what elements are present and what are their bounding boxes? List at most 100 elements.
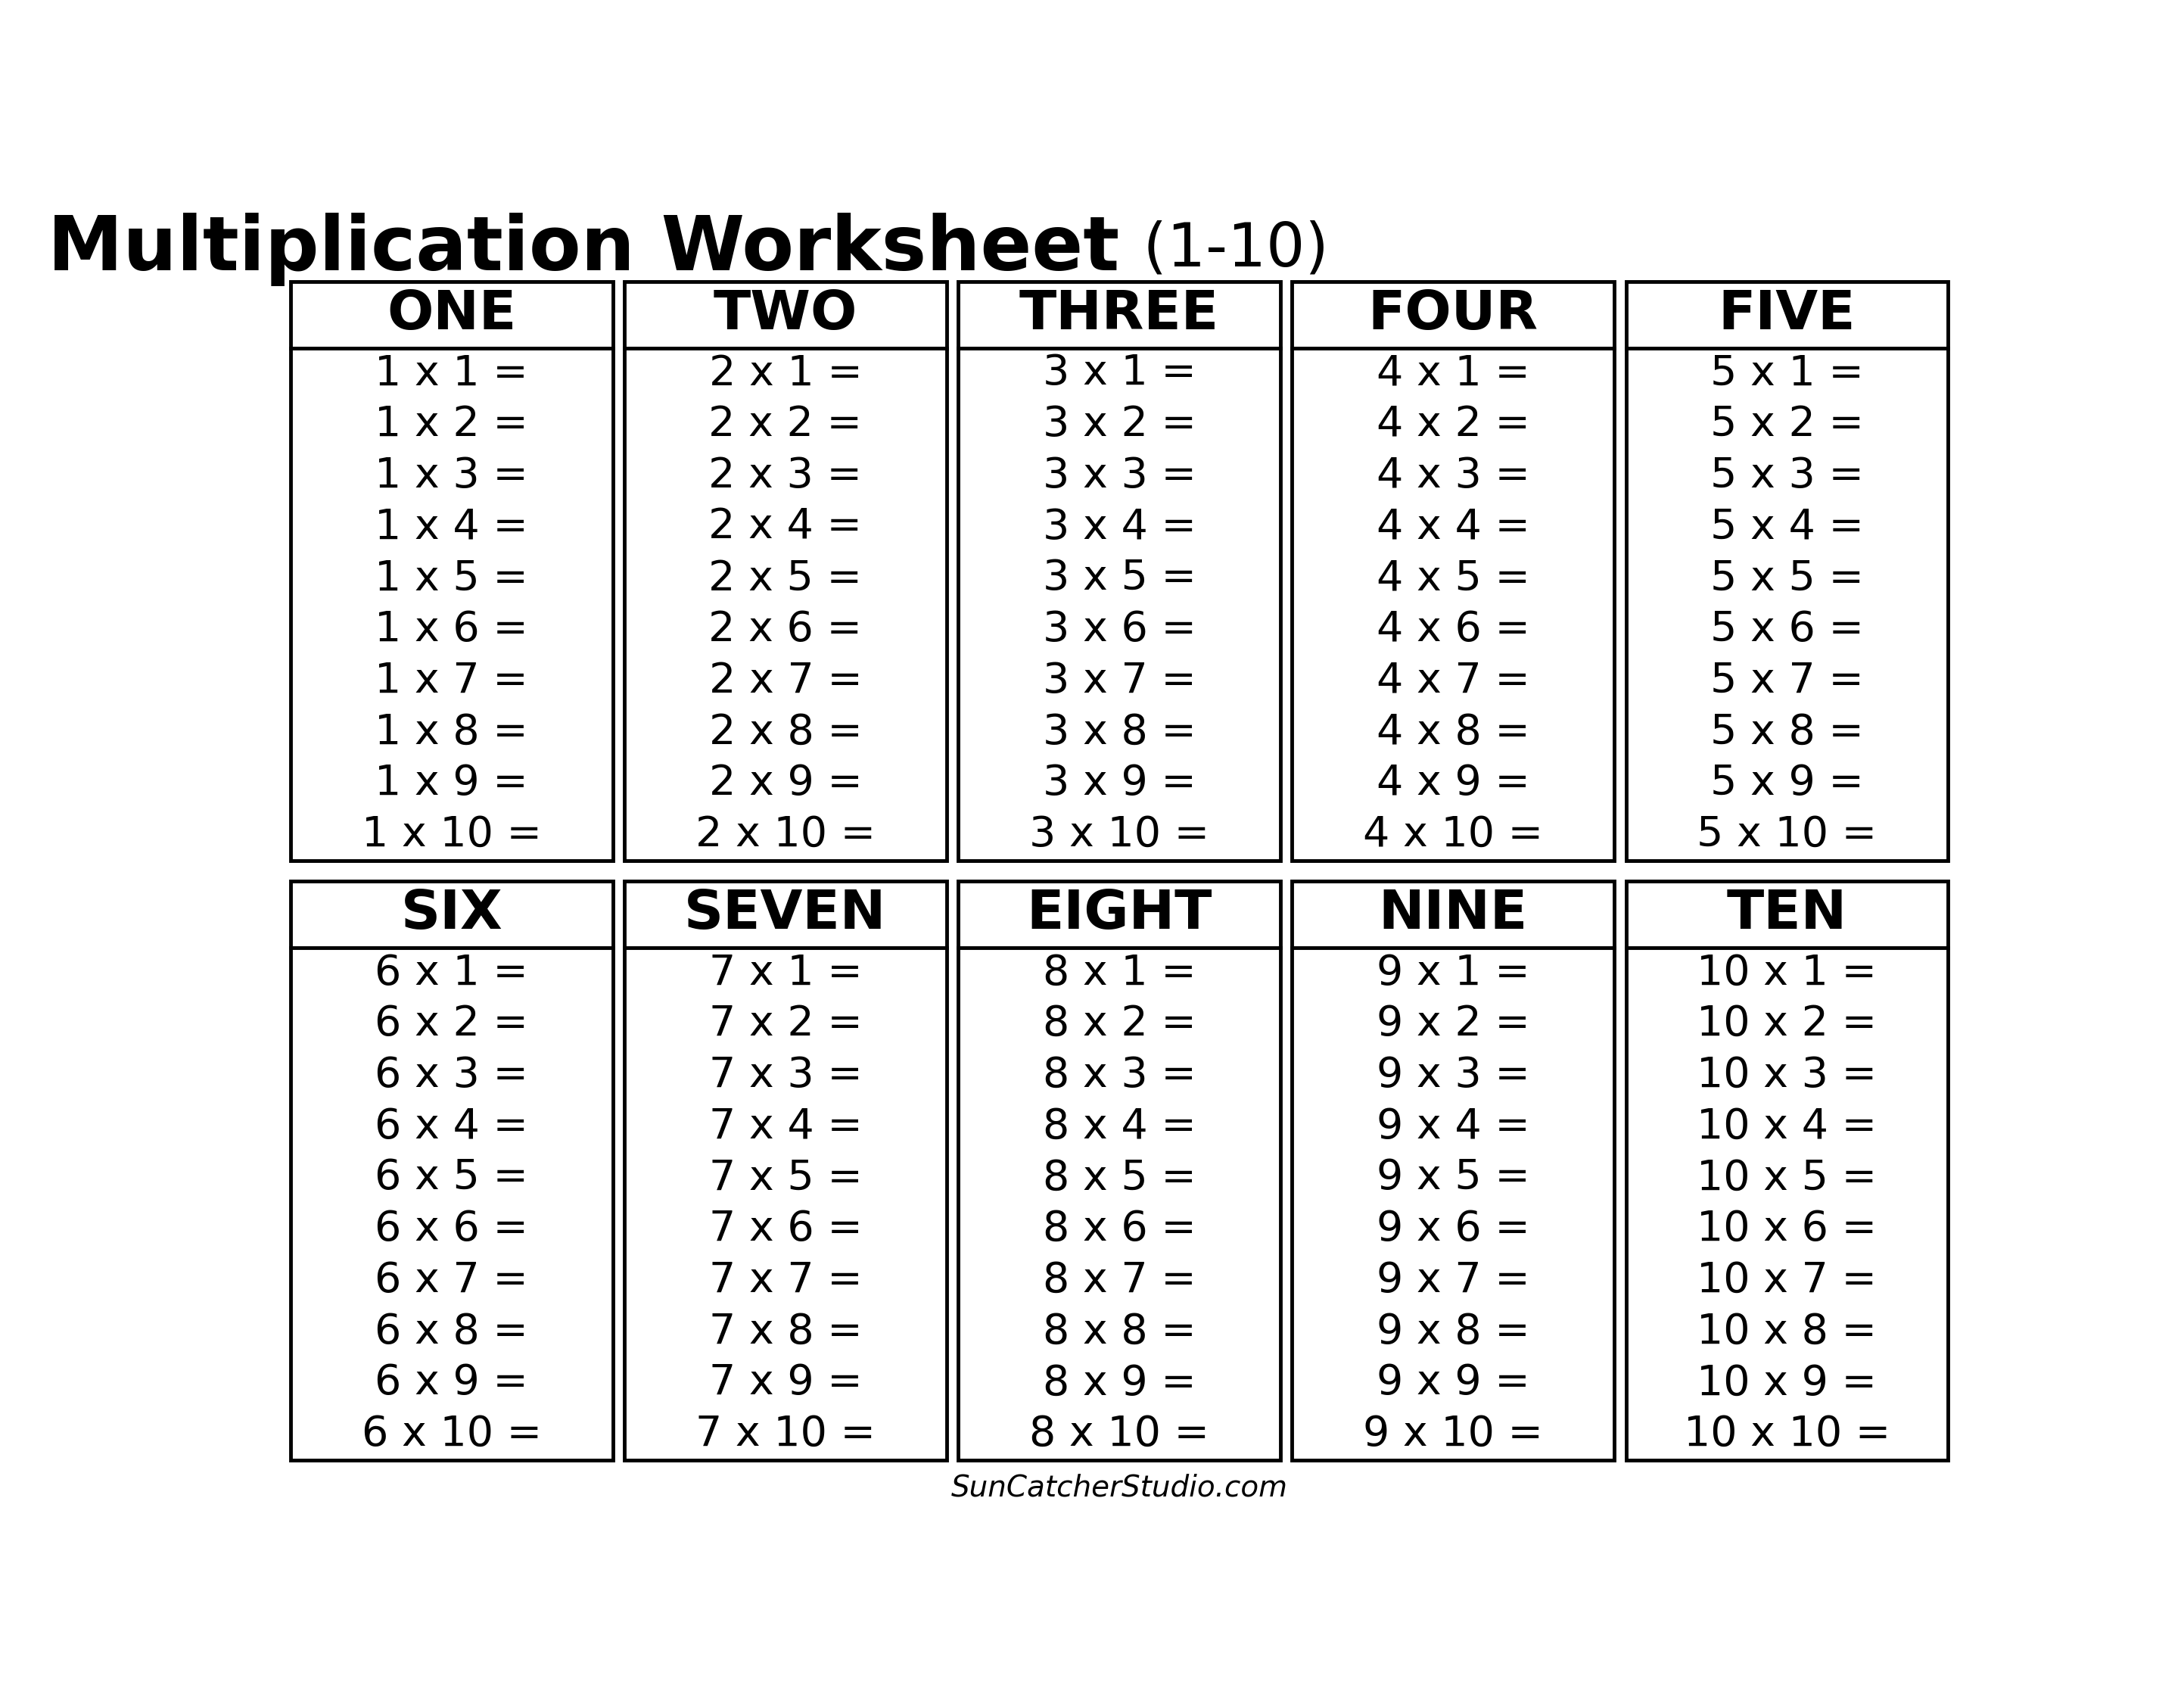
Text: 2 x 6 =: 2 x 6 = [708, 609, 863, 650]
Text: 5 x 7 =: 5 x 7 = [1710, 660, 1863, 702]
Bar [625, 282, 946, 861]
Text: 6 x 10 =: 6 x 10 = [363, 1415, 542, 1455]
Text: 10 x 7 =: 10 x 7 = [1697, 1261, 1876, 1301]
Text: 7 x 7 =: 7 x 7 = [710, 1261, 863, 1301]
Text: 2 x 2 =: 2 x 2 = [708, 405, 863, 446]
Text: 2 x 7 =: 2 x 7 = [710, 660, 863, 702]
Text: 6 x 3 =: 6 x 3 = [376, 1055, 529, 1096]
Text: 1 x 3 =: 1 x 3 = [376, 456, 529, 496]
Text: 8 x 7 =: 8 x 7 = [1042, 1261, 1197, 1301]
Text: (1-10): (1-10) [1125, 219, 1328, 279]
Text: 4 x 5 =: 4 x 5 = [1376, 559, 1531, 599]
Text: 3 x 10 =: 3 x 10 = [1029, 814, 1210, 856]
Text: 4 x 3 =: 4 x 3 = [1376, 456, 1531, 496]
Text: 4 x 7 =: 4 x 7 = [1376, 660, 1529, 702]
Text: NINE: NINE [1378, 888, 1529, 940]
Bar [1293, 881, 1614, 1460]
Text: SunCatcherStudio.com: SunCatcherStudio.com [950, 1474, 1289, 1502]
Text: 4 x 1 =: 4 x 1 = [1376, 353, 1529, 393]
Text: SEVEN: SEVEN [684, 888, 887, 940]
Bar [1293, 282, 1614, 861]
Text: 2 x 1 =: 2 x 1 = [710, 353, 863, 393]
Text: 7 x 9 =: 7 x 9 = [710, 1362, 863, 1404]
Text: 10 x 5 =: 10 x 5 = [1697, 1158, 1876, 1198]
Text: 4 x 9 =: 4 x 9 = [1376, 763, 1529, 803]
Text: 7 x 2 =: 7 x 2 = [710, 1004, 863, 1045]
Bar [290, 881, 614, 1460]
Text: 7 x 5 =: 7 x 5 = [710, 1158, 863, 1198]
Text: 3 x 5 =: 3 x 5 = [1042, 559, 1197, 599]
Text: 9 x 4 =: 9 x 4 = [1376, 1106, 1529, 1148]
Text: 6 x 1 =: 6 x 1 = [376, 952, 529, 994]
Text: ONE: ONE [387, 289, 515, 341]
Bar [959, 282, 1280, 861]
Text: 8 x 2 =: 8 x 2 = [1042, 1004, 1197, 1045]
Text: 4 x 8 =: 4 x 8 = [1376, 712, 1529, 753]
Text: 4 x 4 =: 4 x 4 = [1376, 506, 1531, 547]
Text: 9 x 7 =: 9 x 7 = [1376, 1261, 1529, 1301]
Text: 5 x 10 =: 5 x 10 = [1697, 814, 1876, 856]
Text: 8 x 4 =: 8 x 4 = [1042, 1106, 1197, 1148]
Text: 7 x 4 =: 7 x 4 = [710, 1106, 863, 1148]
Text: Multiplication Worksheet: Multiplication Worksheet [48, 213, 1120, 287]
Text: 10 x 9 =: 10 x 9 = [1697, 1362, 1876, 1404]
Text: FIVE: FIVE [1719, 289, 1856, 341]
Text: 8 x 10 =: 8 x 10 = [1029, 1415, 1210, 1455]
Text: 6 x 9 =: 6 x 9 = [376, 1362, 529, 1404]
Text: 7 x 3 =: 7 x 3 = [710, 1055, 863, 1096]
Text: 5 x 3 =: 5 x 3 = [1710, 456, 1863, 496]
Bar [290, 282, 614, 861]
Text: 2 x 3 =: 2 x 3 = [708, 456, 863, 496]
Text: 6 x 2 =: 6 x 2 = [376, 1004, 529, 1045]
Text: FOUR: FOUR [1367, 289, 1538, 341]
Text: 5 x 4 =: 5 x 4 = [1710, 506, 1863, 547]
Text: EIGHT: EIGHT [1026, 888, 1212, 940]
Text: 4 x 2 =: 4 x 2 = [1376, 405, 1531, 446]
Text: 6 x 6 =: 6 x 6 = [376, 1209, 529, 1249]
Text: 3 x 8 =: 3 x 8 = [1042, 712, 1197, 753]
Text: 3 x 2 =: 3 x 2 = [1042, 405, 1197, 446]
Text: 2 x 5 =: 2 x 5 = [708, 559, 863, 599]
Text: TWO: TWO [714, 289, 858, 341]
Text: 8 x 3 =: 8 x 3 = [1042, 1055, 1197, 1096]
Text: 9 x 2 =: 9 x 2 = [1376, 1004, 1529, 1045]
Text: 5 x 2 =: 5 x 2 = [1710, 405, 1863, 446]
Text: 9 x 1 =: 9 x 1 = [1376, 952, 1529, 994]
Text: 10 x 1 =: 10 x 1 = [1697, 952, 1876, 994]
Text: 4 x 6 =: 4 x 6 = [1376, 609, 1531, 650]
Text: 10 x 4 =: 10 x 4 = [1697, 1106, 1876, 1148]
Text: 7 x 1 =: 7 x 1 = [710, 952, 863, 994]
Text: 8 x 8 =: 8 x 8 = [1042, 1312, 1197, 1352]
Text: 10 x 8 =: 10 x 8 = [1697, 1312, 1876, 1352]
Text: 10 x 2 =: 10 x 2 = [1697, 1004, 1876, 1045]
Text: 4 x 10 =: 4 x 10 = [1363, 814, 1544, 856]
Text: 3 x 1 =: 3 x 1 = [1042, 353, 1197, 393]
Text: THREE: THREE [1020, 289, 1219, 341]
Text: 1 x 10 =: 1 x 10 = [363, 814, 542, 856]
Text: TEN: TEN [1728, 888, 1848, 940]
Text: 8 x 5 =: 8 x 5 = [1042, 1158, 1197, 1198]
Text: 2 x 10 =: 2 x 10 = [695, 814, 876, 856]
Text: 5 x 6 =: 5 x 6 = [1710, 609, 1863, 650]
Text: 3 x 6 =: 3 x 6 = [1042, 609, 1197, 650]
Text: 2 x 8 =: 2 x 8 = [710, 712, 863, 753]
Text: 1 x 4 =: 1 x 4 = [376, 506, 529, 547]
Text: 7 x 6 =: 7 x 6 = [710, 1209, 863, 1249]
Text: 8 x 1 =: 8 x 1 = [1042, 952, 1197, 994]
Text: 6 x 5 =: 6 x 5 = [376, 1158, 529, 1198]
Text: 10 x 6 =: 10 x 6 = [1697, 1209, 1876, 1249]
Text: 8 x 9 =: 8 x 9 = [1042, 1362, 1197, 1404]
Text: 1 x 1 =: 1 x 1 = [376, 353, 529, 393]
Text: SIX: SIX [400, 888, 502, 940]
Bar [959, 881, 1280, 1460]
Text: 2 x 9 =: 2 x 9 = [710, 763, 863, 803]
Bar [1625, 282, 1948, 861]
Text: 1 x 5 =: 1 x 5 = [376, 559, 529, 599]
Text: 1 x 9 =: 1 x 9 = [376, 763, 529, 803]
Text: 9 x 6 =: 9 x 6 = [1376, 1209, 1529, 1249]
Text: 1 x 8 =: 1 x 8 = [376, 712, 529, 753]
Text: 5 x 1 =: 5 x 1 = [1710, 353, 1863, 393]
Text: 3 x 7 =: 3 x 7 = [1042, 660, 1197, 702]
Text: 5 x 8 =: 5 x 8 = [1710, 712, 1863, 753]
Text: 1 x 2 =: 1 x 2 = [376, 405, 529, 446]
